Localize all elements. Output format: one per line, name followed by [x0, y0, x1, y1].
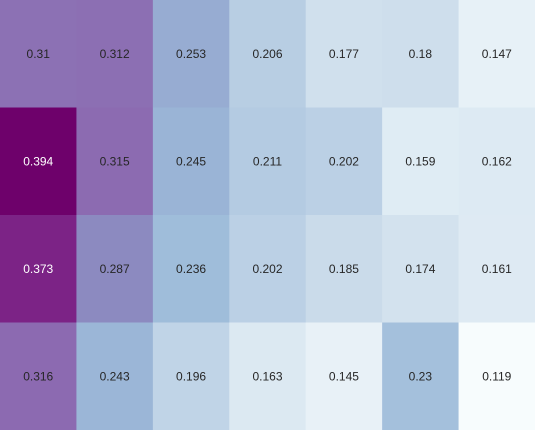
heatmap-cell-label: 0.253 [176, 47, 206, 61]
heatmap-cell [152, 322, 230, 430]
heatmap-cell-label: 0.394 [23, 154, 53, 168]
heatmap-cell [382, 322, 460, 430]
heatmap-cell [152, 215, 230, 323]
heatmap-cell-label: 0.174 [405, 262, 435, 276]
heatmap-cell [76, 215, 154, 323]
heatmap-cell-label: 0.119 [482, 369, 511, 383]
heatmap-cell-label: 0.159 [405, 154, 435, 168]
heatmap-cell-label: 0.287 [100, 262, 130, 276]
heatmap-cell [0, 107, 77, 216]
heatmap-cell [458, 107, 535, 216]
heatmap-cell [229, 215, 307, 323]
heatmap-cell [458, 0, 535, 108]
heatmap-cell [229, 0, 307, 108]
heatmap-cell-label: 0.206 [252, 47, 282, 61]
heatmap-cell [152, 0, 230, 108]
heatmap-cell-label: 0.23 [409, 369, 433, 383]
heatmap-cell-label: 0.145 [329, 369, 359, 383]
heatmap-cell-label: 0.202 [329, 154, 359, 168]
heatmap-cell [0, 215, 77, 323]
heatmap-cell [229, 322, 307, 430]
heatmap-cell-label: 0.18 [409, 47, 433, 61]
heatmap-cell-label: 0.243 [100, 369, 130, 383]
heatmap-cell [305, 107, 383, 216]
heatmap-cell-label: 0.163 [252, 369, 282, 383]
heatmap-cell [0, 322, 77, 430]
heatmap-cell-label: 0.196 [176, 369, 206, 383]
heatmap-cell-label: 0.162 [482, 154, 512, 168]
heatmap-cell [382, 0, 460, 108]
heatmap-cell [305, 0, 383, 108]
heatmap-cell [305, 322, 383, 430]
heatmap-cell [458, 215, 535, 323]
heatmap-cell-label: 0.236 [176, 262, 206, 276]
heatmap-cell-label: 0.245 [176, 154, 206, 168]
heatmap-cell-label: 0.161 [482, 262, 512, 276]
heatmap-cell [0, 0, 77, 108]
heatmap-cell [382, 107, 460, 216]
heatmap-cell-label: 0.211 [253, 154, 282, 168]
heatmap-cell-label: 0.315 [100, 154, 130, 168]
heatmap-cell-label: 0.312 [100, 47, 130, 61]
heatmap-cell [152, 107, 230, 216]
heatmap-cell [458, 322, 535, 430]
heatmap-cell-label: 0.185 [329, 262, 359, 276]
heatmap-cell [76, 0, 154, 108]
heatmap-cell-label: 0.202 [252, 262, 282, 276]
heatmap-cell [305, 215, 383, 323]
heatmap-cell [229, 107, 307, 216]
heatmap-cell-labels: 0.31 0.312 0.253 0.206 0.177 0.18 0.147 0.394 0.… [23, 47, 512, 384]
heatmap-cell [76, 322, 154, 430]
heatmap-cell-label: 0.373 [23, 262, 53, 276]
heatmap-cell-label: 0.31 [27, 47, 51, 61]
heatmap-cell [76, 107, 154, 216]
heatmap-cell [382, 215, 460, 323]
heatmap-cell-label: 0.177 [329, 47, 359, 61]
heatmap-cell-label: 0.316 [23, 369, 53, 383]
heatmap-cell-label: 0.147 [482, 47, 512, 61]
